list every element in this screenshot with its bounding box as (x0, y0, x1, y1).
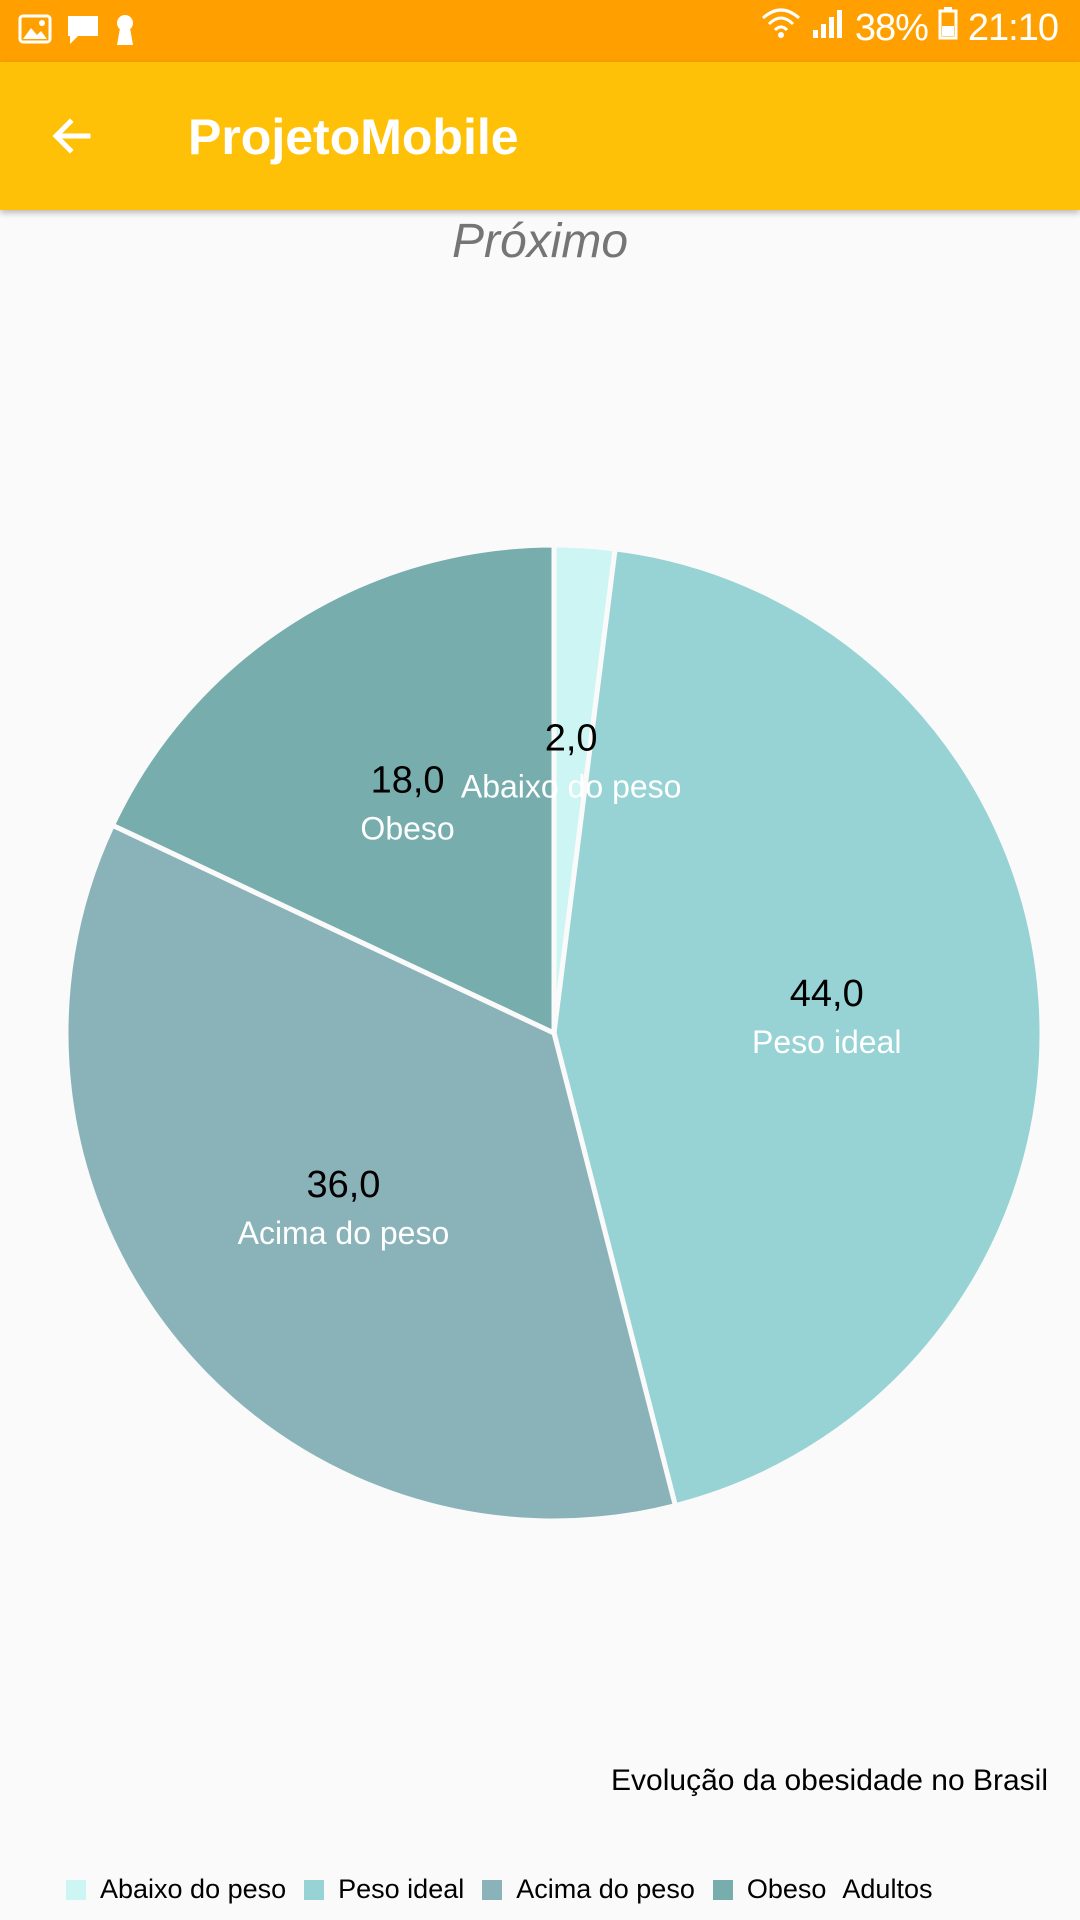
chart-title: Próximo (451, 215, 629, 268)
legend-label: Abaixo do peso (100, 1874, 287, 1904)
notification-icons (18, 14, 136, 51)
legend-label: Obeso (746, 1874, 827, 1904)
legend-swatch (482, 1879, 503, 1900)
chat-icon (66, 14, 100, 51)
slice-value-label: 44,0 (790, 973, 864, 1015)
chart-description: Evolução da obesidade no Brasil (611, 1764, 1048, 1797)
slice-value-label: 36,0 (306, 1164, 380, 1206)
legend-label: Acima do peso (516, 1874, 695, 1904)
legend-swatch (712, 1879, 733, 1900)
slice-value-label: 18,0 (371, 759, 445, 801)
slice-name-label: Peso ideal (752, 1024, 901, 1060)
legend-item: Acima do peso (482, 1874, 695, 1905)
wifi-icon (761, 6, 801, 50)
system-status: 38% 21:10 (761, 6, 1059, 50)
legend-label: Peso ideal (338, 1874, 465, 1904)
keyhole-icon (114, 14, 136, 51)
battery-icon (938, 6, 958, 50)
clock: 21:10 (967, 6, 1059, 49)
legend-item: Obeso Adultos (712, 1874, 933, 1905)
status-bar: 38% 21:10 (0, 0, 1080, 62)
legend-swatch (66, 1879, 86, 1900)
battery-percent: 38% (854, 6, 929, 49)
pie-slice-acima-do-peso[interactable] (63, 821, 679, 1524)
slice-name-label: Acima do peso (238, 1215, 450, 1251)
signal-icon (811, 6, 845, 50)
slice-value-label: 2,0 (545, 717, 598, 759)
app-bar: ProjetoMobile (0, 62, 1080, 210)
legend-title: Adultos (842, 1874, 933, 1904)
image-icon (18, 14, 52, 51)
pie-slice-peso-ideal[interactable] (551, 546, 1045, 1509)
legend-swatch (304, 1879, 325, 1900)
legend-item: Peso ideal (304, 1874, 464, 1905)
pie-slice-obeso[interactable] (109, 542, 557, 1037)
legend-item: Abaixo do peso (66, 1874, 286, 1905)
app-title: ProjetoMobile (188, 109, 519, 165)
chart-legend: Abaixo do peso Peso ideal Acima do peso … (66, 1874, 950, 1905)
slice-name-label: Abaixo do peso (461, 768, 682, 804)
back-button[interactable] (36, 100, 108, 172)
arrow-back-icon (52, 118, 91, 154)
slice-name-label: Obeso (360, 810, 454, 846)
